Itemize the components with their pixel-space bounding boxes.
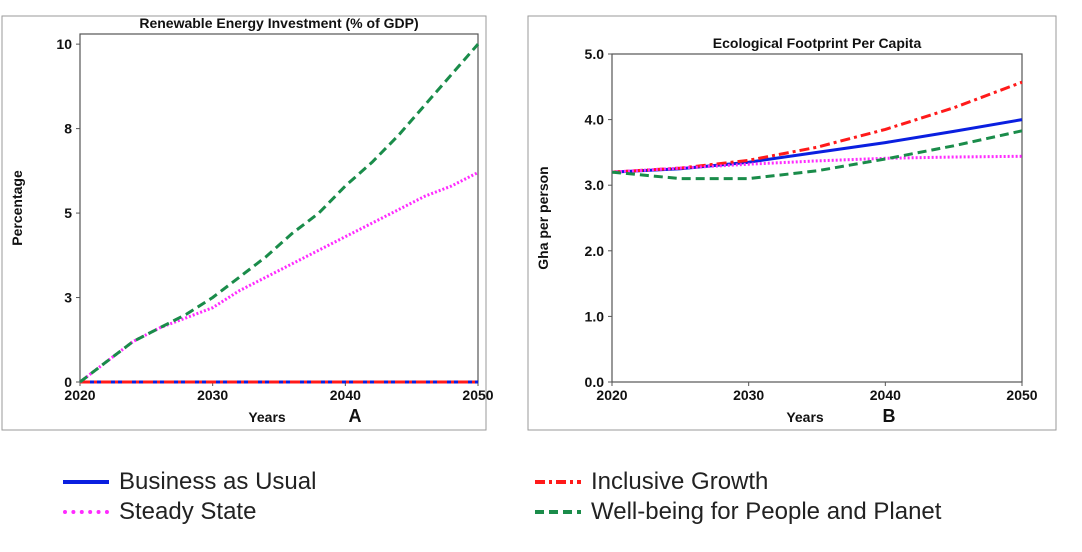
x-tick-label-2050: 2050 xyxy=(462,387,493,403)
panel-label-2: B xyxy=(883,406,896,426)
chart-title-1: Renewable Energy Investment (% of GDP) xyxy=(139,15,418,31)
x-axis-label-2: Years xyxy=(786,409,824,425)
figure: Renewable Energy Investment (% of GDP) 20… xyxy=(1,15,1057,431)
y-tick-label-5: 5.0 xyxy=(585,46,605,62)
y-axis-label-2: Gha per person xyxy=(535,166,551,269)
y-tick-label-1: 3 xyxy=(64,290,72,306)
y-tick-label-1: 1.0 xyxy=(585,308,605,324)
legend-swatch-steady-state xyxy=(63,510,109,514)
legend: Business as Usual Steady State Inclusive… xyxy=(0,462,1082,542)
y-tick-label-0: 0 xyxy=(64,374,72,390)
legend-label-steady-state: Steady State xyxy=(119,498,257,525)
x-tick-label-2030: 2030 xyxy=(197,387,228,403)
y-tick-label-2: 2.0 xyxy=(585,243,605,259)
y-axis-label-1: Percentage xyxy=(9,170,25,246)
series-line-steady-state-2 xyxy=(611,154,1023,174)
series-line-well-being-for-people-and-planet-2 xyxy=(611,129,1023,181)
x-tick-label-2040: 2040 xyxy=(330,387,361,403)
panel-label-1: A xyxy=(349,406,362,426)
series-line-well-being-for-people-and-planet-1 xyxy=(79,43,480,384)
x-tick-label-2020: 2020 xyxy=(596,387,627,403)
legend-item-business-as-usual: Business as Usual xyxy=(63,467,316,497)
legend-label-business-as-usual: Business as Usual xyxy=(119,468,317,495)
y-tick-label-4: 10 xyxy=(56,36,72,52)
legend-swatch-well-being xyxy=(535,510,581,514)
y-tick-label-3: 8 xyxy=(64,121,72,137)
y-tick-label-0: 0.0 xyxy=(585,374,605,390)
legend-swatch-inclusive-growth xyxy=(535,480,581,484)
y-tick-label-2: 5 xyxy=(64,205,72,221)
legend-label-well-being: Well-being for People and Planet xyxy=(591,498,942,525)
x-tick-label-2020: 2020 xyxy=(64,387,95,403)
plot-area-1 xyxy=(79,33,479,383)
legend-label-inclusive-growth: Inclusive Growth xyxy=(591,468,769,495)
legend-item-steady-state: Steady State xyxy=(63,497,256,527)
legend-item-inclusive-growth: Inclusive Growth xyxy=(535,467,768,497)
chart-title-2: Ecological Footprint Per Capita xyxy=(713,35,922,51)
x-tick-label-2050: 2050 xyxy=(1006,387,1037,403)
plot-area-2 xyxy=(611,53,1023,383)
y-tick-label-3: 3.0 xyxy=(585,177,605,193)
series-line-steady-state-1 xyxy=(79,171,479,384)
x-axis-label-1: Years xyxy=(248,409,286,425)
x-tick-label-2030: 2030 xyxy=(733,387,764,403)
legend-swatch-business-as-usual xyxy=(63,480,109,484)
x-tick-label-2040: 2040 xyxy=(870,387,901,403)
legend-item-well-being: Well-being for People and Planet xyxy=(535,497,941,527)
y-tick-label-4: 4.0 xyxy=(585,112,605,128)
